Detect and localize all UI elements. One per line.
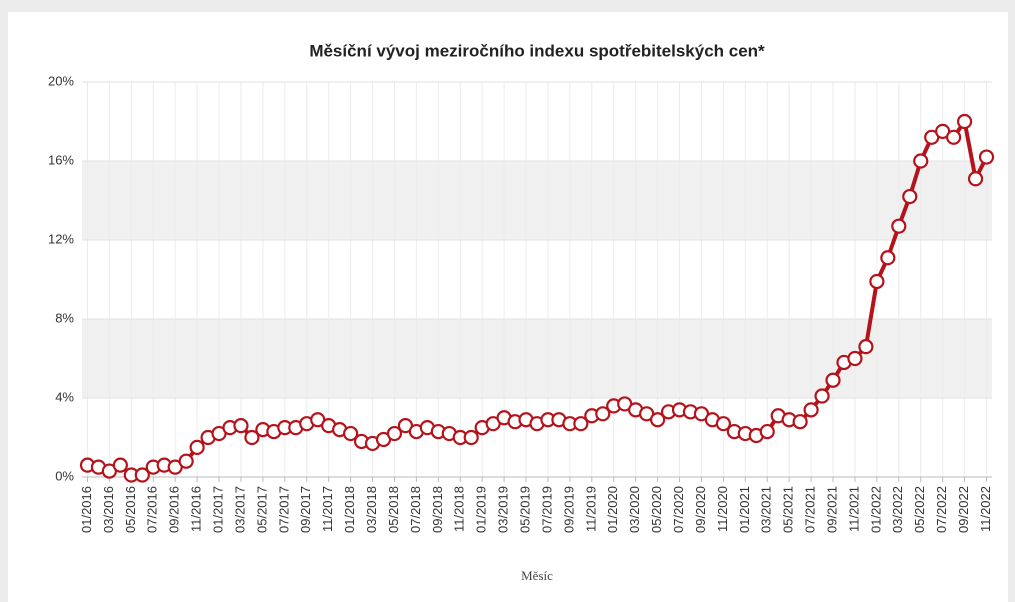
marker [825,372,841,388]
x-tick-label: 11/2022 [978,486,993,532]
marker [902,188,918,205]
marker [386,425,403,442]
x-tick-label: 05/2017 [254,486,269,533]
x-tick-label: 11/2016 [189,486,204,532]
marker [244,429,260,446]
x-tick-label: 07/2022 [934,486,949,533]
marker [178,453,194,469]
grid-band [82,161,992,240]
marker [134,467,150,483]
marker [595,406,611,422]
x-tick-label: 01/2018 [342,486,357,533]
x-tick-label: 01/2017 [210,486,225,533]
x-axis-title: Měsíc [521,568,553,583]
x-tick-label: 07/2017 [276,486,291,533]
marker [869,273,885,290]
x-tick-label: 09/2018 [430,486,445,533]
x-tick-label: 03/2022 [890,486,905,533]
marker [343,425,359,442]
marker [847,350,863,367]
x-tick-label: 05/2018 [386,486,401,533]
marker [715,416,731,432]
x-tick-label: 03/2017 [232,486,247,533]
marker [880,250,896,266]
marker [978,149,995,165]
x-tick-label: 05/2019 [517,486,532,533]
x-tick-label: 03/2021 [759,486,774,533]
x-tick-label: 03/2020 [627,486,642,533]
x-tick-label: 07/2018 [408,486,423,533]
x-tick-label: 11/2017 [320,486,335,532]
marker [759,423,775,440]
x-tick-label: 07/2019 [539,486,554,533]
x-tick-label: 05/2016 [123,486,138,533]
card [8,12,1008,602]
marker [956,113,973,130]
x-tick-label: 07/2020 [671,486,686,533]
x-tick-label: 01/2022 [868,486,883,533]
x-tick-label: 03/2019 [496,486,511,533]
x-tick-label: 07/2021 [803,486,818,533]
x-tick-label: 11/2019 [583,486,598,532]
x-tick-label: 01/2019 [474,486,489,533]
y-tick-label: 12% [48,231,74,246]
x-tick-label: 09/2019 [561,486,576,533]
marker [946,129,962,145]
marker [189,439,205,455]
marker [573,416,589,432]
x-tick-label: 01/2016 [79,486,94,533]
chart-title: Měsíční vývoj meziročního indexu spotřeb… [309,41,765,60]
x-tick-label: 03/2016 [101,486,116,533]
x-tick-label: 05/2021 [781,486,796,533]
y-tick-label: 0% [55,468,74,483]
marker [913,153,929,169]
x-tick-label: 01/2021 [737,486,752,533]
x-tick-label: 09/2022 [956,486,971,533]
y-tick-label: 4% [55,389,74,404]
y-tick-label: 16% [48,152,74,167]
x-tick-label: 05/2020 [649,486,664,533]
x-tick-label: 11/2021 [846,486,861,532]
marker [112,457,128,473]
marker [233,418,249,434]
x-tick-label: 05/2022 [912,486,927,533]
marker [792,414,808,430]
marker [891,218,907,234]
x-tick-label: 09/2020 [693,486,708,533]
marker [967,171,984,187]
y-tick-label: 20% [48,73,74,88]
x-tick-label: 09/2017 [298,486,313,533]
y-tick-label: 8% [55,310,74,325]
x-tick-label: 01/2020 [605,486,620,533]
marker [858,339,874,355]
x-tick-label: 03/2018 [364,486,379,533]
x-tick-label: 07/2016 [145,486,160,533]
x-tick-label: 11/2018 [452,486,467,532]
x-tick-label: 11/2020 [715,486,730,532]
x-tick-label: 09/2021 [824,486,839,533]
x-tick-label: 09/2016 [167,486,182,533]
marker [803,402,819,418]
marker [463,429,479,446]
marker [650,412,666,428]
marker [814,388,830,404]
